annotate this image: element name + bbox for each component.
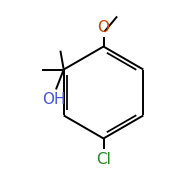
- Text: Cl: Cl: [96, 152, 111, 167]
- Text: O: O: [98, 20, 110, 35]
- Text: OH: OH: [43, 92, 66, 107]
